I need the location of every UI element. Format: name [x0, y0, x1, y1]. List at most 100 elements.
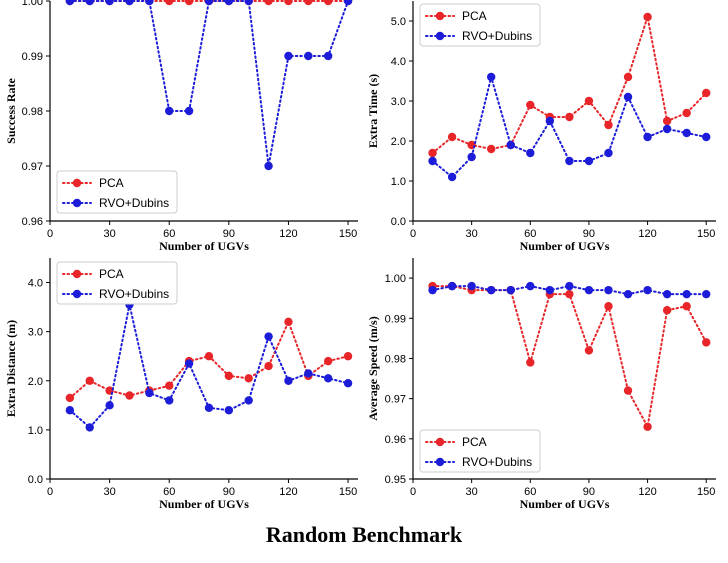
data-point-rvo-dubins — [65, 0, 75, 6]
data-point-rvo-dubins — [105, 401, 114, 410]
y-tick-label: 0.95 — [385, 474, 406, 486]
legend-label-rvo-dubins: RVO+Dubins — [462, 455, 532, 469]
y-tick-label: 3.0 — [391, 96, 406, 108]
data-point-pca — [702, 88, 711, 98]
x-tick-label: 30 — [466, 228, 478, 240]
y-tick-label: 2.0 — [391, 136, 406, 148]
data-point-rvo-dubins — [604, 285, 613, 295]
y-tick-label: 0.96 — [385, 434, 406, 446]
data-point-pca — [165, 0, 174, 6]
x-tick-label: 90 — [583, 486, 595, 498]
data-point-pca — [623, 72, 633, 82]
legend-marker-rvo-dubins — [72, 198, 82, 208]
data-point-pca — [224, 371, 234, 381]
data-point-pca — [623, 386, 633, 395]
y-axis-label: Average Speed (m/s) — [366, 316, 380, 420]
legend-label-rvo-dubins: RVO+Dubins — [99, 196, 169, 210]
data-point-rvo-dubins — [85, 423, 94, 432]
legend-label-rvo-dubins: RVO+Dubins — [462, 29, 532, 43]
data-point-rvo-dubins — [264, 332, 273, 341]
legend-marker-pca — [435, 437, 445, 447]
x-tick-label: 30 — [466, 486, 478, 498]
data-point-rvo-dubins — [264, 161, 273, 171]
data-point-pca — [65, 393, 75, 403]
data-point-rvo-dubins — [526, 148, 535, 158]
data-point-rvo-dubins — [125, 0, 134, 6]
legend-marker-pca — [435, 11, 445, 21]
y-tick-label: 4.0 — [391, 56, 406, 68]
data-point-rvo-dubins — [682, 128, 691, 138]
legend: PCA RVO+Dubins — [419, 429, 541, 473]
data-point-rvo-dubins — [145, 388, 154, 398]
series-line-rvo-dubins — [431, 73, 708, 179]
data-point-pca — [526, 358, 535, 367]
legend-label-pca: PCA — [462, 435, 487, 449]
y-tick-label: 4.0 — [28, 278, 43, 290]
data-point-rvo-dubins — [165, 106, 174, 116]
y-tick-label: 0.99 — [385, 313, 406, 325]
data-point-rvo-dubins — [165, 396, 174, 405]
data-point-pca — [682, 108, 691, 118]
x-tick-label: 0 — [47, 486, 53, 498]
y-tick-label: 2.0 — [28, 376, 43, 388]
x-tick-label: 0 — [47, 228, 53, 240]
x-tick-label: 0 — [410, 228, 416, 240]
data-point-rvo-dubins — [323, 374, 333, 383]
data-point-rvo-dubins — [184, 106, 194, 116]
legend-marker-rvo-dubins — [435, 457, 445, 467]
data-point-rvo-dubins — [244, 0, 253, 6]
x-tick-label: 30 — [103, 486, 115, 498]
y-axis-label: Success Rate — [4, 78, 18, 144]
x-tick-label: 0 — [410, 486, 416, 498]
data-point-rvo-dubins — [85, 0, 94, 6]
data-point-rvo-dubins — [204, 0, 214, 6]
data-point-rvo-dubins — [662, 289, 672, 299]
x-tick-label: 90 — [223, 228, 235, 240]
data-point-pca — [486, 144, 496, 154]
data-point-rvo-dubins — [604, 148, 613, 158]
data-point-rvo-dubins — [284, 376, 293, 385]
x-tick-label: 150 — [697, 228, 715, 240]
legend-marker-pca — [72, 178, 82, 188]
data-point-rvo-dubins — [428, 285, 437, 295]
y-tick-label: 3.0 — [28, 327, 43, 339]
data-point-rvo-dubins — [545, 116, 555, 126]
x-tick-label: 60 — [524, 228, 536, 240]
data-point-rvo-dubins — [545, 285, 555, 295]
data-point-rvo-dubins — [506, 285, 515, 295]
y-tick-label: 5.0 — [391, 16, 406, 28]
data-point-pca — [264, 361, 273, 371]
x-tick-label: 120 — [279, 486, 297, 498]
data-point-rvo-dubins — [662, 124, 672, 134]
data-point-pca — [284, 0, 293, 6]
legend-label-rvo-dubins: RVO+Dubins — [99, 287, 169, 301]
x-tick-label: 60 — [163, 228, 175, 240]
x-axis-label: Number of UGVs — [159, 497, 249, 511]
x-axis-label: Number of UGVs — [159, 239, 249, 253]
chart-extra-time: 0 30 60 90 120 150 0.0 1.0 2.0 3.0 4.0 5.0 Number of… — [366, 1, 716, 253]
data-point-rvo-dubins — [702, 289, 711, 299]
data-point-rvo-dubins — [584, 285, 594, 295]
legend-label-pca: PCA — [99, 267, 124, 281]
data-point-pca — [662, 116, 672, 126]
data-point-rvo-dubins — [565, 156, 574, 166]
data-point-rvo-dubins — [204, 403, 214, 412]
x-tick-label: 150 — [339, 228, 357, 240]
series-line-rvo-dubins — [68, 0, 350, 167]
data-point-pca — [447, 132, 457, 142]
data-point-pca — [125, 391, 134, 400]
y-tick-label: 0.96 — [22, 216, 43, 228]
y-tick-label: 0.97 — [385, 394, 406, 406]
data-point-rvo-dubins — [244, 396, 253, 405]
data-point-pca — [343, 352, 353, 361]
data-point-pca — [244, 374, 253, 383]
data-point-rvo-dubins — [304, 369, 313, 378]
data-point-pca — [526, 100, 535, 110]
data-point-pca — [565, 289, 574, 299]
y-tick-label: 0.99 — [22, 51, 43, 63]
data-point-pca — [662, 306, 672, 315]
data-point-pca — [304, 0, 313, 6]
x-tick-label: 120 — [279, 228, 297, 240]
data-point-rvo-dubins — [65, 406, 75, 415]
